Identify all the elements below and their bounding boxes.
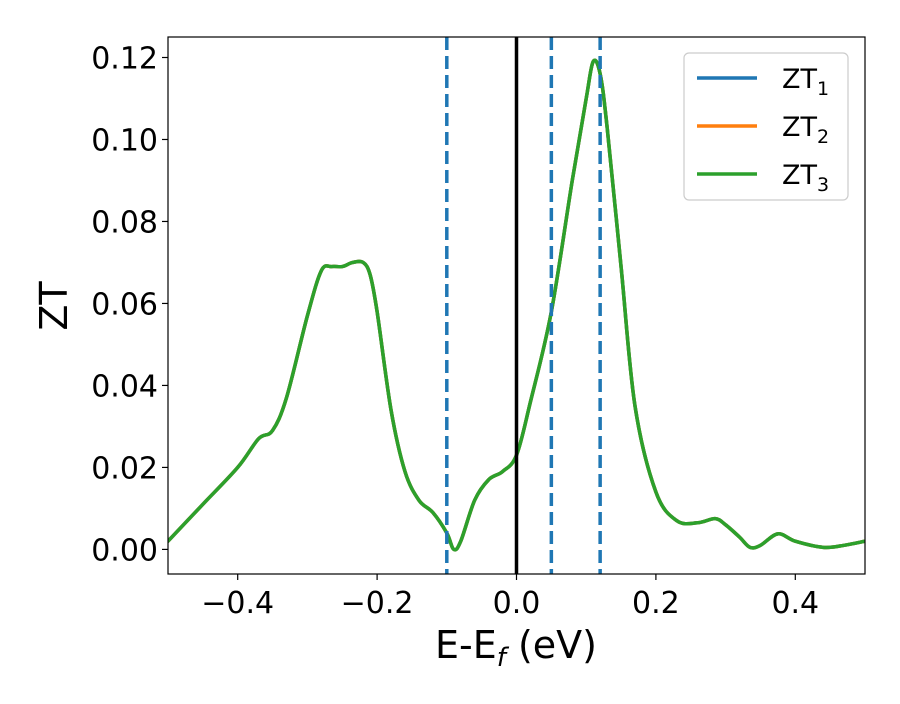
y-tick-label: 0.04 [91,369,158,404]
x-tick-label: 0.4 [771,586,819,621]
plot-area: −0.4 −0.2 0.0 0.2 0.4 0.00 0.02 0.04 0.06 0.08 0.1… [91,36,866,621]
x-tick-label: 0.0 [493,586,541,621]
legend-label-3: ZT3 [782,160,829,196]
legend-label-1: ZT1 [782,64,829,100]
y-tick-label: 0.12 [91,41,158,76]
legend-label-main: ZT [782,112,817,143]
x-tick-label: 0.2 [632,586,680,621]
legend-label-subscript: 1 [817,78,829,100]
x-axis-label-main: E-E [435,623,497,667]
y-tick-label: 0.00 [91,533,158,568]
x-axis-label-unit: (eV) [506,623,597,667]
series-group [168,58,865,552]
legend-label-subscript: 3 [817,174,829,196]
y-tick-label: 0.02 [91,451,158,486]
y-axis-label: ZT [32,281,76,331]
x-tick-label: −0.2 [341,586,414,621]
series-line-3 [168,58,865,552]
legend-label-main: ZT [782,160,817,191]
x-tick-label: −0.4 [201,586,274,621]
legend-box [683,52,849,201]
y-tick-label: 0.10 [91,123,158,158]
y-tick-label: 0.06 [91,287,158,322]
legend-label-subscript: 2 [817,126,829,148]
y-tick-label: 0.08 [91,205,158,240]
legend-label-2: ZT2 [782,112,829,148]
x-axis-label: E-Ef (eV) [435,623,597,673]
legend-label-main: ZT [782,64,817,95]
